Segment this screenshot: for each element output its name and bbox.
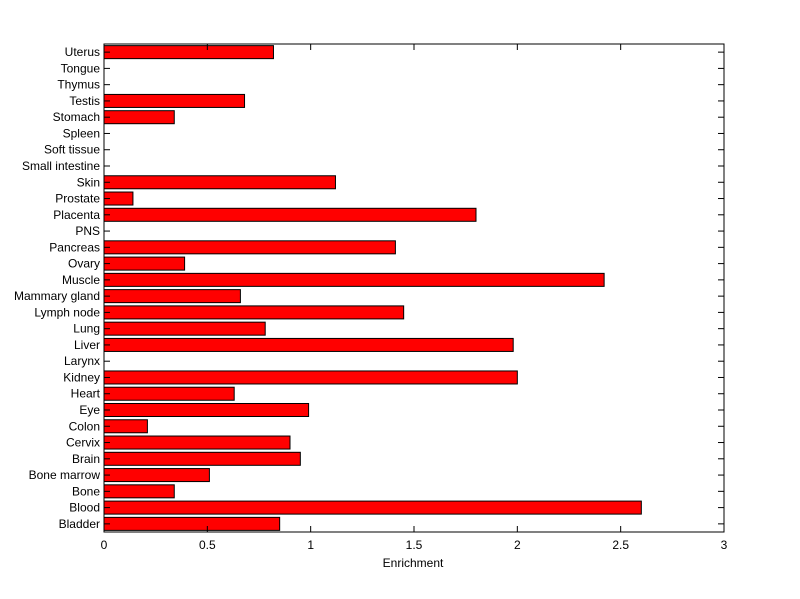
bar-brain bbox=[103, 451, 301, 466]
bar-ovary bbox=[103, 256, 186, 271]
y-tick-label-soft-tissue: Soft tissue bbox=[44, 143, 100, 157]
bar-pancreas bbox=[103, 240, 396, 255]
y-tick-label-stomach: Stomach bbox=[53, 110, 100, 124]
bar-cervix bbox=[103, 435, 291, 450]
x-tick-label: 0 bbox=[101, 538, 108, 552]
x-axis-title: Enrichment bbox=[383, 556, 444, 570]
bars-layer bbox=[103, 45, 642, 531]
y-tick-label-spleen: Spleen bbox=[63, 126, 100, 140]
bar-testis bbox=[103, 93, 246, 108]
y-tick-label-pancreas: Pancreas bbox=[49, 240, 100, 254]
bar-blood bbox=[103, 500, 642, 515]
y-tick-label-bone-marrow: Bone marrow bbox=[29, 468, 101, 482]
y-tick-label-liver: Liver bbox=[74, 338, 100, 352]
y-tick-label-skin: Skin bbox=[77, 175, 100, 189]
bar-bladder bbox=[103, 516, 281, 531]
y-tick-label-bladder: Bladder bbox=[59, 517, 100, 531]
y-tick-label-bone: Bone bbox=[72, 484, 100, 498]
bar-kidney bbox=[103, 370, 518, 385]
bar-lung bbox=[103, 321, 266, 336]
y-tick-label-blood: Blood bbox=[69, 501, 100, 515]
y-tick-label-muscle: Muscle bbox=[62, 273, 100, 287]
y-tick-label-tongue: Tongue bbox=[61, 61, 101, 75]
bar-heart bbox=[103, 386, 235, 401]
y-tick-label-colon: Colon bbox=[69, 419, 100, 433]
y-tick-label-larynx: Larynx bbox=[64, 354, 100, 368]
bar-liver bbox=[103, 337, 514, 352]
y-tick-label-mammary-gland: Mammary gland bbox=[14, 289, 100, 303]
labels-layer: Bladder Blood Bone Bone marrow Brain Cervix Co… bbox=[14, 45, 728, 552]
bar-skin bbox=[103, 175, 336, 190]
bar-mammary-gland bbox=[103, 289, 241, 304]
y-tick-label-small-intestine: Small intestine bbox=[22, 159, 100, 173]
y-tick-label-ovary: Ovary bbox=[68, 257, 100, 271]
y-tick-label-cervix: Cervix bbox=[66, 436, 100, 450]
y-tick-label-placenta: Placenta bbox=[53, 208, 100, 222]
y-tick-label-thymus: Thymus bbox=[57, 78, 100, 92]
y-tick-label-lung: Lung bbox=[73, 322, 100, 336]
bar-bone-marrow bbox=[103, 468, 210, 483]
ticks-layer bbox=[103, 44, 725, 532]
x-tick-label: 2 bbox=[514, 538, 521, 552]
bar-colon bbox=[103, 419, 148, 434]
y-tick-label-uterus: Uterus bbox=[65, 45, 100, 59]
bar-bone bbox=[103, 484, 175, 499]
y-tick-label-eye: Eye bbox=[79, 403, 100, 417]
x-tick-label: 1.5 bbox=[406, 538, 423, 552]
y-tick-label-heart: Heart bbox=[71, 387, 101, 401]
x-tick-label: 3 bbox=[721, 538, 728, 552]
y-tick-label-kidney: Kidney bbox=[63, 370, 100, 384]
bar-uterus bbox=[103, 45, 274, 60]
bar-muscle bbox=[103, 272, 605, 287]
bar-eye bbox=[103, 402, 310, 418]
y-tick-label-testis: Testis bbox=[69, 94, 100, 108]
x-tick-label: 1 bbox=[307, 538, 314, 552]
bar-lymph-node bbox=[103, 305, 405, 320]
y-tick-label-lymph-node: Lymph node bbox=[34, 305, 100, 319]
bar-placenta bbox=[103, 207, 477, 222]
y-tick-label-brain: Brain bbox=[72, 452, 100, 466]
y-tick-label-pns: PNS bbox=[75, 224, 100, 238]
x-tick-label: 2.5 bbox=[612, 538, 629, 552]
x-tick-label: 0.5 bbox=[199, 538, 216, 552]
bar-stomach bbox=[103, 110, 175, 125]
y-tick-label-prostate: Prostate bbox=[55, 192, 100, 206]
